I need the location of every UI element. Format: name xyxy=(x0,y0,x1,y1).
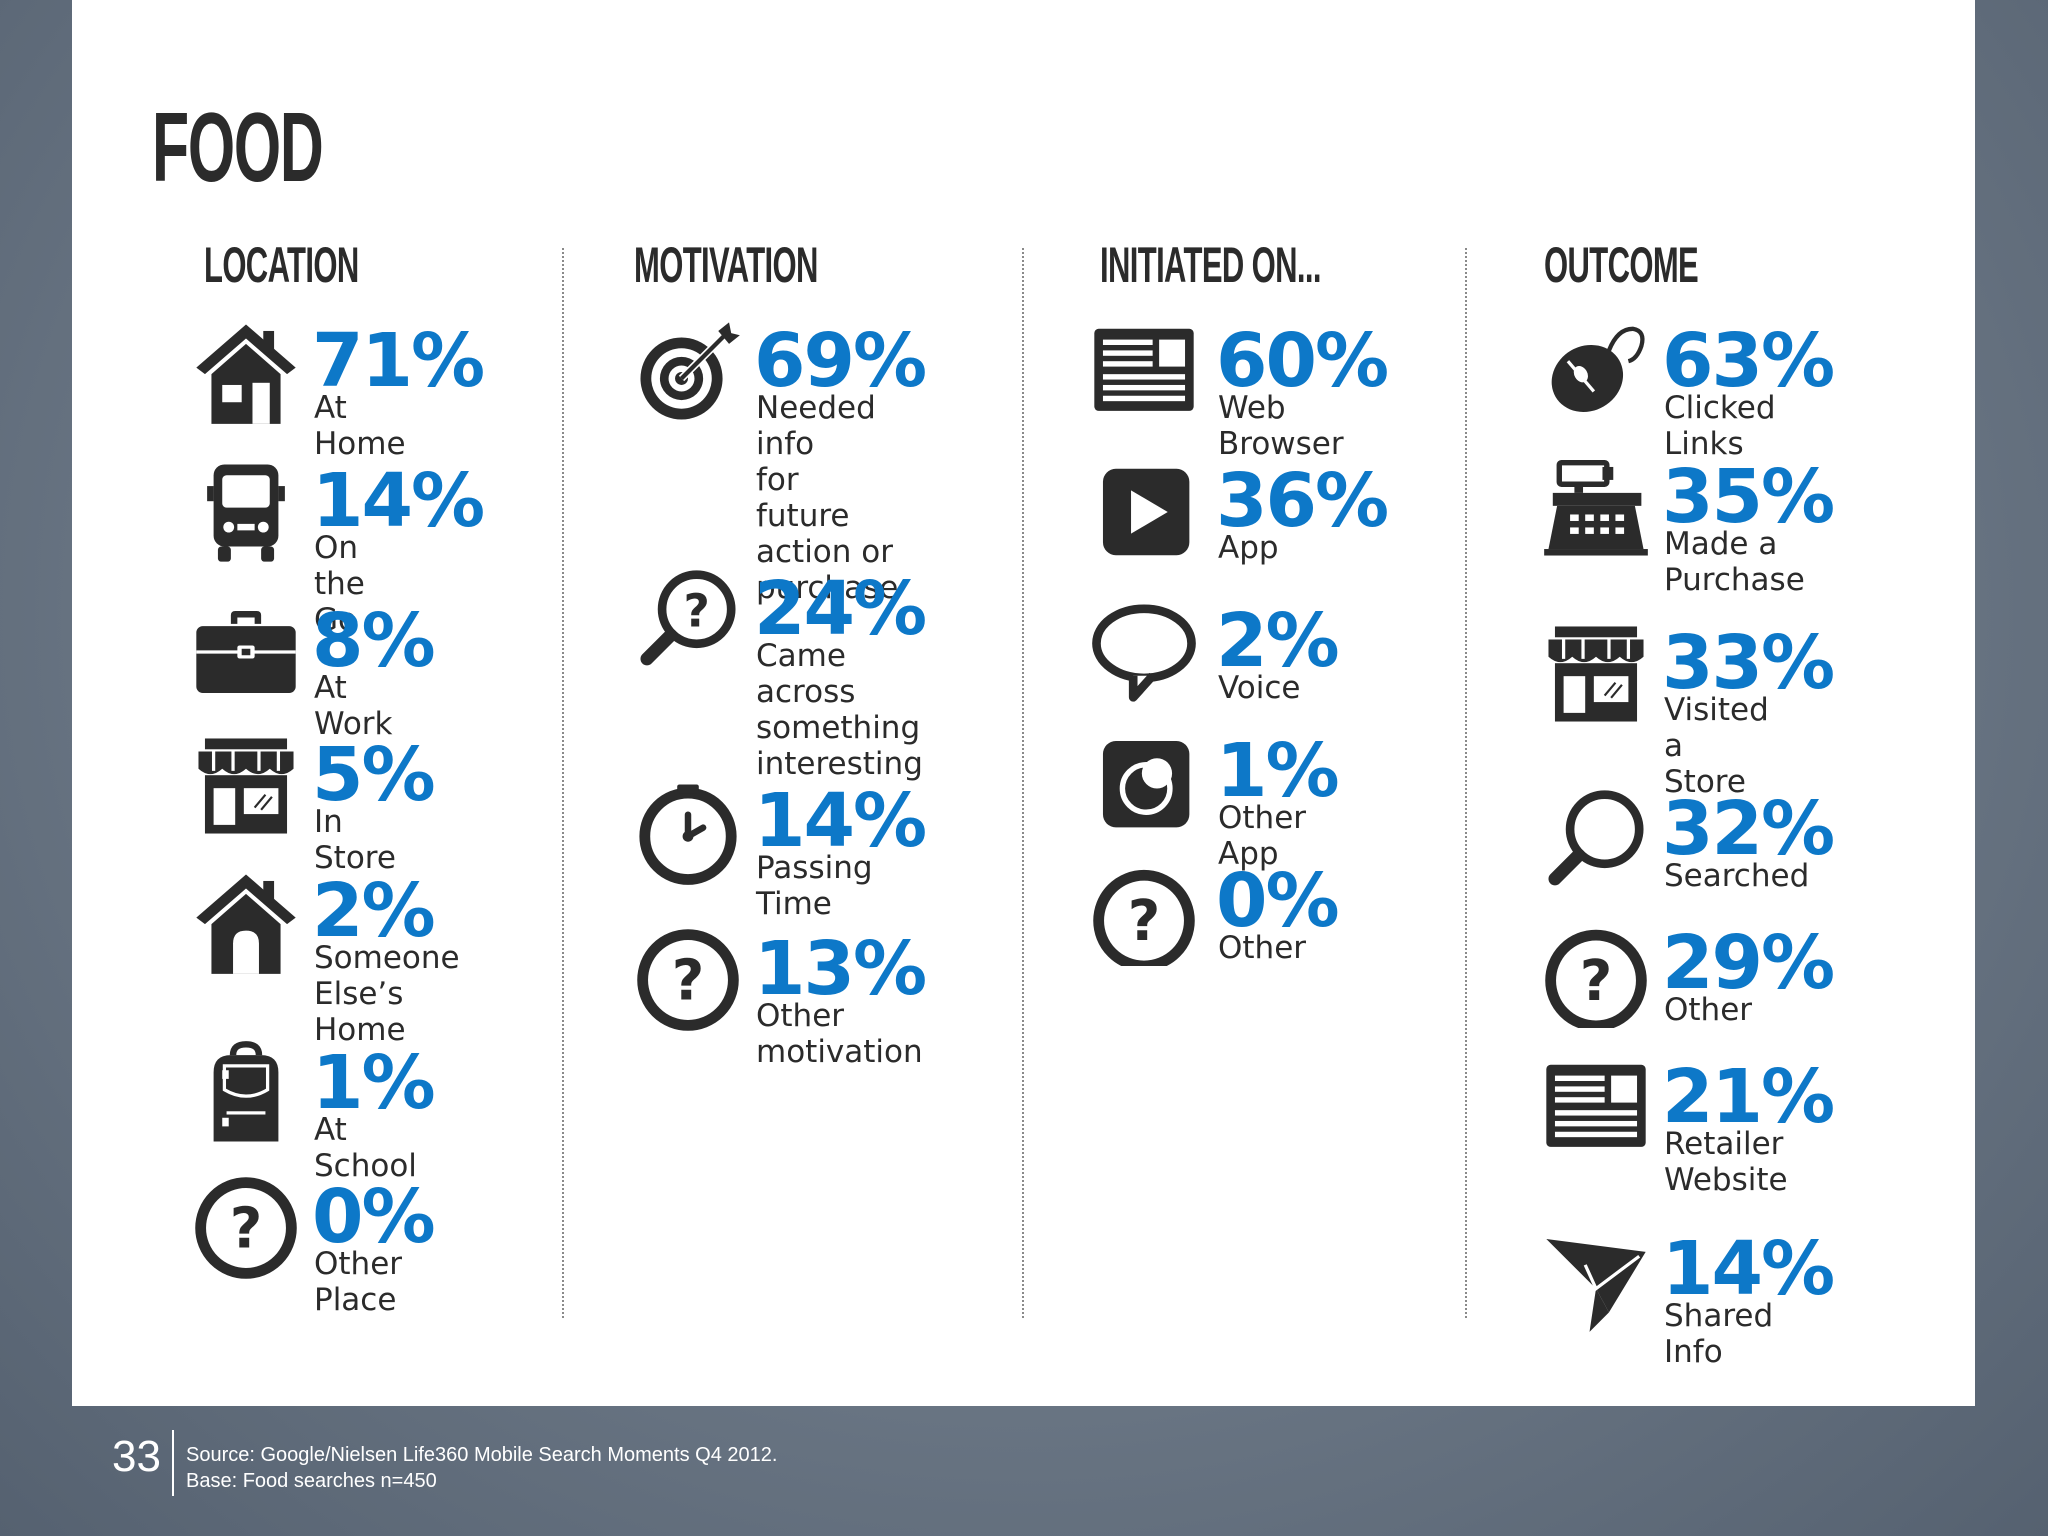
label: Someone Else’s Home xyxy=(314,940,460,1048)
store-icon xyxy=(192,732,300,840)
pct: 71% xyxy=(312,318,485,404)
pct: 35% xyxy=(1662,454,1835,540)
question-icon: ? xyxy=(192,1174,300,1282)
label: Came across something interesting xyxy=(756,638,923,782)
question-icon: ? xyxy=(1090,858,1198,966)
label: At School xyxy=(314,1112,417,1184)
play-icon xyxy=(1090,458,1198,566)
outcome-heading: OUTCOME xyxy=(1544,237,1699,293)
label: Other motivation xyxy=(756,998,923,1070)
pct: 13% xyxy=(754,926,927,1012)
pct: 1% xyxy=(1216,728,1340,814)
briefcase-icon xyxy=(192,598,300,706)
label: Passing Time xyxy=(756,850,873,922)
pct: 2% xyxy=(1216,598,1340,684)
svg-text:?: ? xyxy=(672,948,705,1013)
label: On the Go xyxy=(314,530,365,638)
svg-text:?: ? xyxy=(683,584,709,637)
initiated-heading: INITIATED ON... xyxy=(1100,237,1322,293)
label: Visited a Store xyxy=(1664,692,1769,800)
pct: 63% xyxy=(1662,318,1835,404)
magnifier-question-icon: ? xyxy=(634,566,742,674)
svg-text:?: ? xyxy=(1128,889,1161,954)
footer-divider xyxy=(172,1430,174,1496)
source-text: Source: Google/Nielsen Life360 Mobile Se… xyxy=(186,1444,778,1466)
target-icon xyxy=(634,318,742,426)
outcome-column: OUTCOME xyxy=(1544,240,1793,290)
pct: 24% xyxy=(754,566,927,652)
question-icon: ? xyxy=(634,926,742,1034)
pct: 0% xyxy=(1216,858,1340,944)
page-title: FOOD xyxy=(152,92,324,202)
label: Other App xyxy=(1218,800,1307,872)
pct: 14% xyxy=(1662,1226,1835,1312)
base-text: Base: Food searches n=450 xyxy=(186,1470,437,1492)
paper-plane-icon xyxy=(1542,1226,1650,1334)
pct: 2% xyxy=(312,868,436,954)
pct: 0% xyxy=(312,1174,436,1260)
initiated-column: INITIATED ON... xyxy=(1100,240,1456,290)
motivation-heading: MOTIVATION xyxy=(634,237,818,293)
label: Other Place xyxy=(314,1246,403,1318)
label: At Work xyxy=(314,670,393,742)
svg-text:?: ? xyxy=(230,1196,263,1261)
home-icon xyxy=(192,868,300,976)
label: Retailer Website xyxy=(1664,1126,1788,1198)
pct: 29% xyxy=(1662,920,1835,1006)
label: Voice xyxy=(1218,670,1301,706)
location-column: LOCATION xyxy=(204,240,453,290)
pct: 8% xyxy=(312,598,436,684)
pct: 21% xyxy=(1662,1054,1835,1140)
pct: 60% xyxy=(1216,318,1389,404)
svg-text:?: ? xyxy=(1580,949,1613,1014)
pct: 14% xyxy=(754,778,927,864)
store-icon xyxy=(1542,620,1650,728)
label: Clicked Links xyxy=(1664,390,1776,462)
pct: 33% xyxy=(1662,620,1835,706)
column-divider xyxy=(1022,248,1024,1318)
browser-icon xyxy=(1542,1054,1650,1162)
label: Shared Info xyxy=(1664,1298,1774,1370)
cash-register-icon xyxy=(1542,454,1650,562)
label: Searched xyxy=(1664,858,1810,894)
label: Other xyxy=(1218,930,1307,966)
browser-icon xyxy=(1090,318,1198,426)
mouse-icon xyxy=(1542,318,1650,426)
pct: 14% xyxy=(312,458,485,544)
bus-icon xyxy=(192,458,300,566)
label: At Home xyxy=(314,390,406,462)
slide: FOOD LOCATION 71% At Home 14% On the Go … xyxy=(72,0,1975,1406)
app-icon xyxy=(1090,728,1198,836)
backpack-icon xyxy=(192,1040,300,1148)
label: Made a Purchase xyxy=(1664,526,1805,598)
label: Other xyxy=(1664,992,1753,1028)
pct: 36% xyxy=(1216,458,1389,544)
label: Needed info for future action or purchas… xyxy=(756,390,899,606)
pct: 69% xyxy=(754,318,927,404)
motivation-column: MOTIVATION xyxy=(634,240,930,290)
speech-bubble-icon xyxy=(1090,598,1198,706)
label: App xyxy=(1218,530,1279,566)
label: In Store xyxy=(314,804,396,876)
magnifier-icon xyxy=(1542,786,1650,894)
pct: 5% xyxy=(312,732,436,818)
question-icon: ? xyxy=(1542,920,1650,1028)
label: Web Browser xyxy=(1218,390,1344,462)
clock-icon xyxy=(634,778,742,886)
page-number: 33 xyxy=(112,1432,161,1481)
house-icon xyxy=(192,318,300,426)
column-divider xyxy=(562,248,564,1318)
pct: 32% xyxy=(1662,786,1835,872)
column-divider xyxy=(1465,248,1467,1318)
pct: 1% xyxy=(312,1040,436,1126)
location-heading: LOCATION xyxy=(204,237,359,293)
source-note: Source: Google/Nielsen Life360 Mobile Se… xyxy=(186,1442,777,1494)
